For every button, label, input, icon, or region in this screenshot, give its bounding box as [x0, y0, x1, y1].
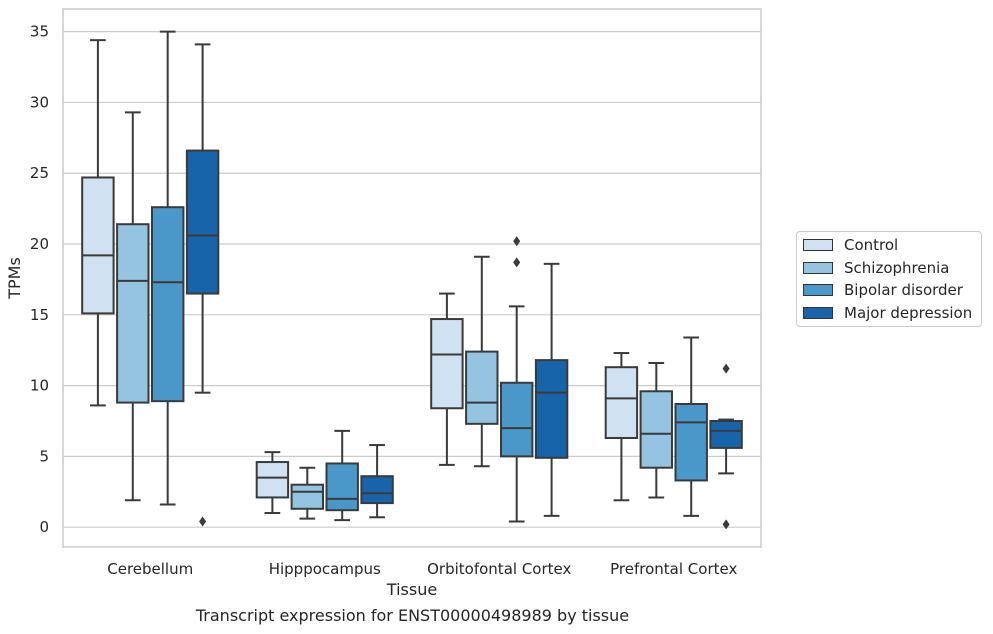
box-1-2 [325, 429, 359, 522]
outlier-point [513, 257, 521, 268]
box-iqr [499, 381, 534, 458]
y-tick-label: 35 [30, 23, 49, 41]
box-iqr [709, 419, 743, 449]
y-axis-label: TPMs [5, 257, 24, 300]
box-2-0 [430, 292, 464, 466]
y-tick-label: 25 [30, 164, 49, 182]
box-0-2 [150, 30, 185, 506]
box-iqr [290, 483, 325, 510]
legend-swatch [803, 239, 833, 251]
box-iqr [325, 462, 359, 512]
box-iqr [185, 149, 220, 295]
box-2-3 [534, 262, 569, 517]
x-tick-label: Orbitofontal Cortex [427, 560, 571, 578]
legend-swatch [803, 261, 833, 274]
legend-item: Control [803, 235, 898, 255]
y-tick-label: 5 [39, 447, 49, 465]
y-tick-label: 15 [30, 306, 49, 324]
legend-label: Bipolar disorder [844, 281, 963, 299]
y-tick-label: 30 [30, 93, 49, 111]
box-0-0 [81, 39, 115, 407]
box-plot-series [81, 30, 743, 530]
outlier-point [722, 363, 730, 374]
x-axis-ticks: Cerebellum Hipppocampus Orbitofontal Corte… [107, 560, 737, 578]
legend-item: Schizophrenia [803, 258, 949, 278]
legend-label: Major depression [844, 303, 973, 322]
y-tick-label: 20 [30, 235, 49, 253]
box-0-1 [116, 111, 150, 502]
box-iqr [255, 461, 290, 499]
box-iqr [81, 176, 115, 315]
box-iqr [534, 359, 569, 459]
outlier-point [513, 236, 521, 247]
box-iqr [674, 403, 708, 482]
box-3-1 [639, 361, 674, 499]
y-tick-label: 0 [39, 518, 49, 536]
box-2-1 [465, 255, 499, 468]
chart-legend: Control Schizophrenia Bipolar disorder Majo… [796, 231, 982, 327]
box-1-0 [255, 451, 290, 515]
x-tick-label: Cerebellum [107, 560, 193, 578]
box-1-3 [360, 444, 394, 519]
x-tick-label: Hipppocampus [269, 560, 381, 578]
box-1-1 [290, 466, 325, 520]
box-2-2 [499, 236, 534, 523]
box-3-0 [604, 352, 639, 502]
legend-item: Major depression [803, 303, 972, 323]
box-iqr [465, 350, 499, 425]
outlier-point [722, 519, 730, 530]
legend-label: Control [844, 236, 899, 254]
x-tick-label: Prefrontal Cortex [610, 560, 737, 578]
box-iqr [150, 206, 185, 403]
y-axis-ticks: 0 5 10 15 20 25 30 35 [30, 23, 49, 537]
box-3-2 [674, 336, 708, 517]
x-axis-label: Tissue [386, 580, 437, 599]
box-iqr [360, 475, 394, 505]
legend-item: Bipolar disorder [803, 280, 963, 300]
box-iqr [116, 223, 150, 404]
box-3-3 [709, 363, 743, 530]
box-iqr [430, 318, 464, 410]
legend-swatch [803, 306, 833, 319]
plot-area-frame [62, 8, 762, 548]
figure-caption: Transcript expression for ENST0000049898… [195, 606, 630, 625]
legend-swatch [803, 284, 833, 296]
box-0-3 [185, 43, 220, 527]
box-iqr [604, 366, 639, 439]
outlier-point [199, 516, 207, 527]
box-iqr [639, 390, 674, 469]
y-tick-label: 10 [30, 377, 49, 395]
legend-label: Schizophrenia [844, 258, 950, 277]
